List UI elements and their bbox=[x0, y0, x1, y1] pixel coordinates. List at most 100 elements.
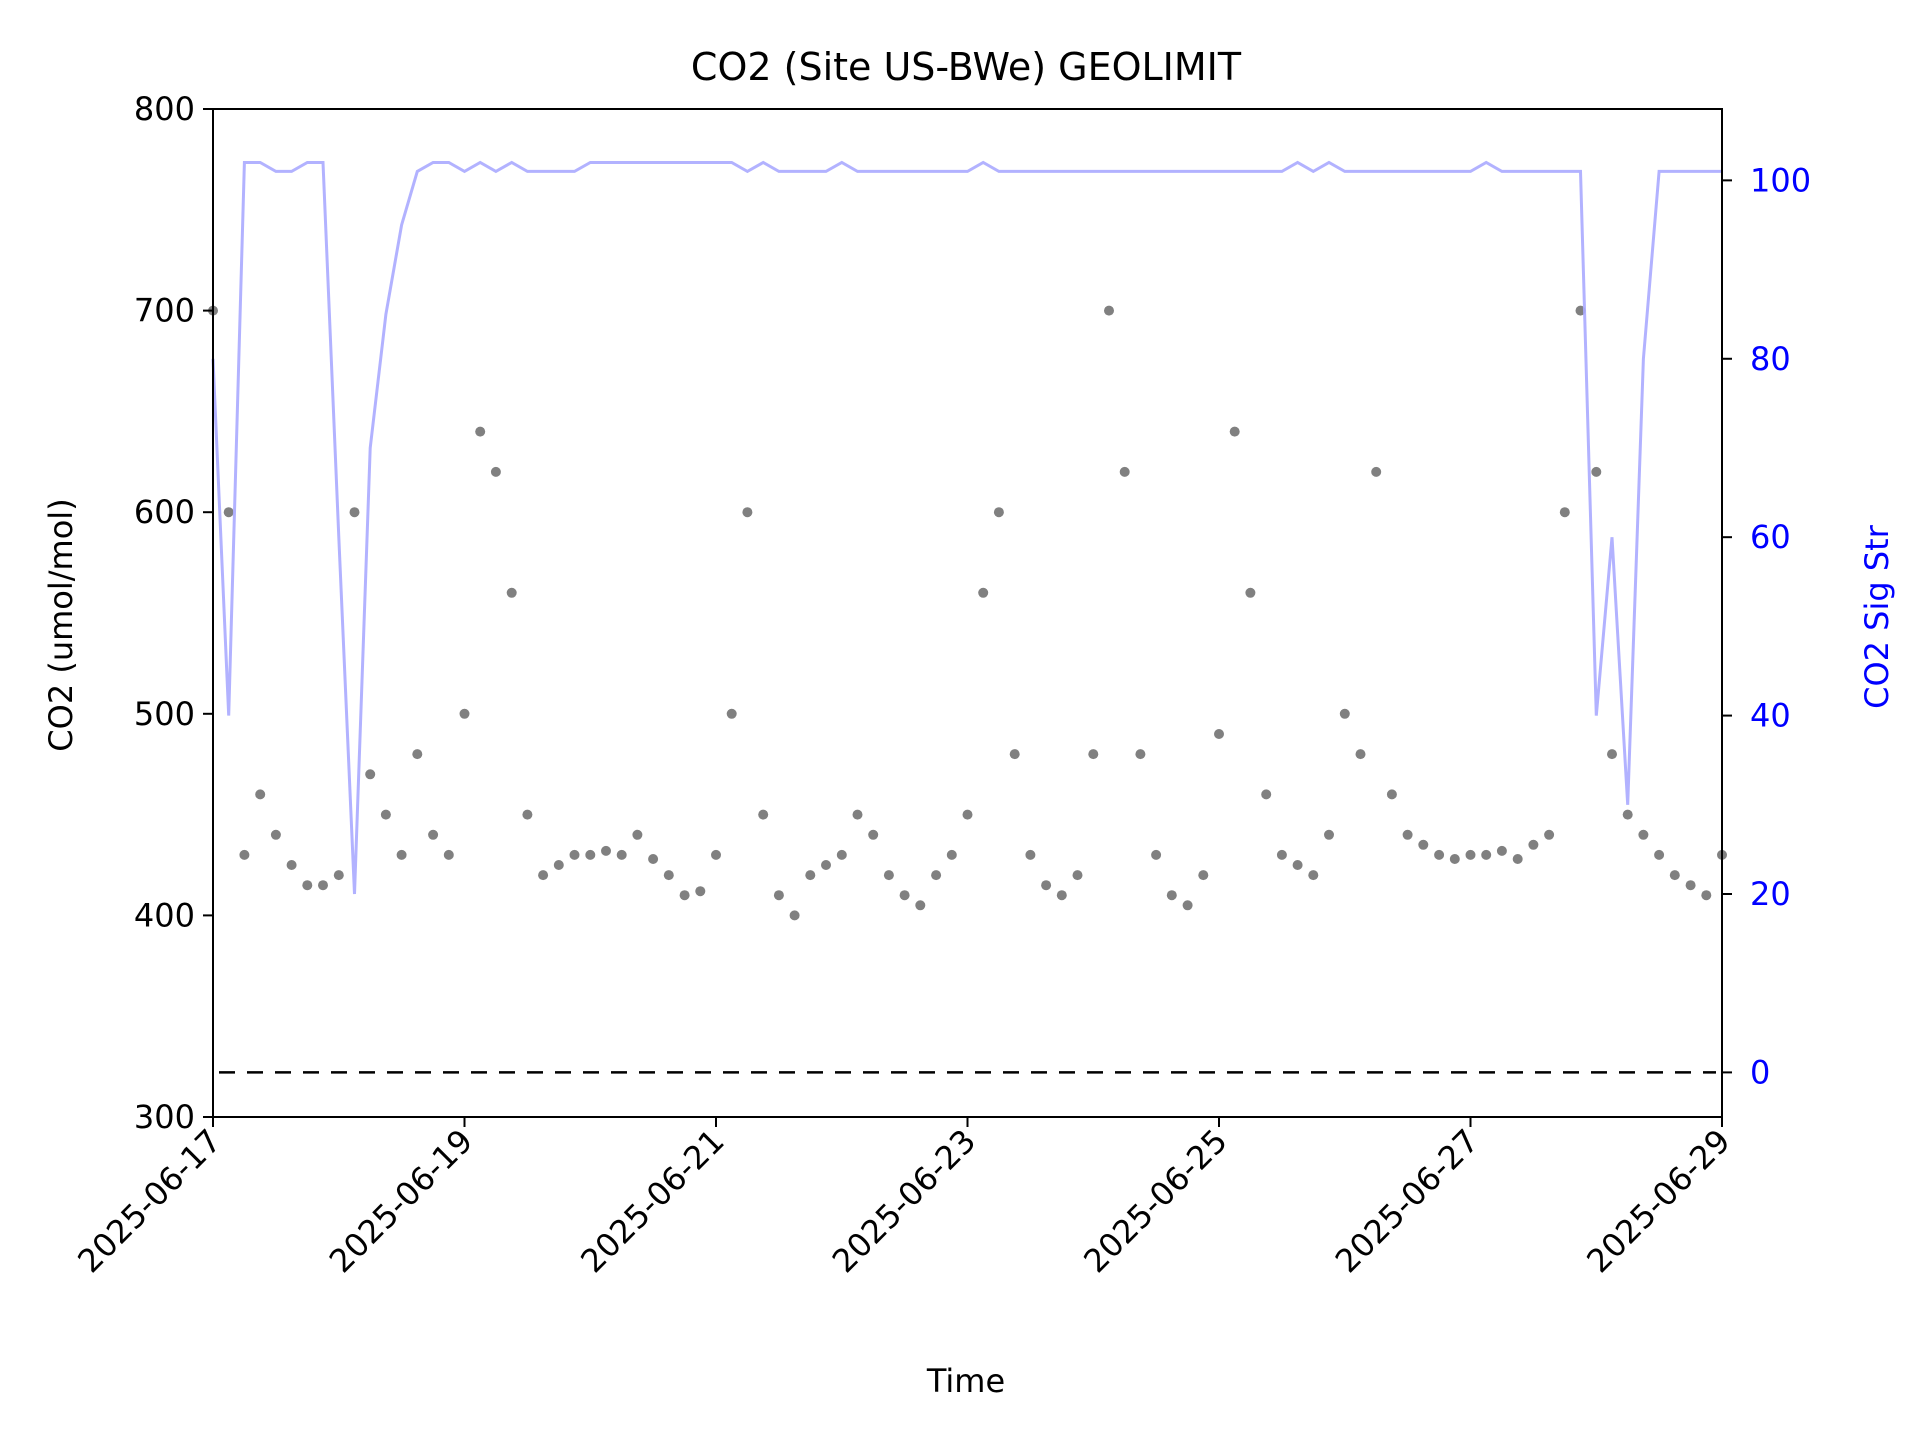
co2-point bbox=[663, 870, 674, 881]
co2-point bbox=[428, 829, 439, 840]
co2-point bbox=[302, 880, 313, 891]
co2-point bbox=[475, 426, 486, 437]
co2-point bbox=[601, 845, 611, 856]
co2-point bbox=[255, 789, 266, 800]
co2-point bbox=[1591, 466, 1602, 477]
co2-point bbox=[1135, 749, 1146, 760]
co2-point bbox=[836, 849, 847, 860]
co2-point bbox=[1229, 426, 1240, 437]
co2-point bbox=[1496, 845, 1507, 856]
co2-point bbox=[1449, 854, 1460, 864]
co2-point bbox=[1654, 849, 1665, 860]
co2-point bbox=[821, 860, 831, 870]
co2-point bbox=[773, 890, 784, 901]
co2-point bbox=[1371, 466, 1382, 477]
plot-area bbox=[208, 160, 1727, 921]
co2-point bbox=[1072, 870, 1083, 881]
co2-point bbox=[1166, 890, 1177, 901]
co2-point bbox=[1292, 860, 1303, 870]
co2-point bbox=[538, 870, 549, 881]
co2-point bbox=[1402, 829, 1413, 840]
co2-point bbox=[1481, 849, 1492, 860]
co2-point bbox=[648, 854, 659, 864]
co2-point bbox=[868, 829, 879, 840]
signal-strength-line bbox=[211, 160, 1722, 895]
co2-point bbox=[679, 890, 690, 901]
co2-point bbox=[1088, 749, 1099, 760]
y-tick-label: 600 bbox=[134, 493, 195, 531]
co2-point bbox=[1669, 870, 1680, 881]
y-tick-label: 800 bbox=[134, 90, 195, 128]
co2-point bbox=[1009, 749, 1020, 760]
co2-point bbox=[333, 870, 344, 881]
co2-point bbox=[1041, 880, 1052, 891]
co2-point bbox=[1544, 829, 1555, 840]
co2-point bbox=[931, 870, 942, 881]
co2-point bbox=[1324, 829, 1334, 840]
y2-tick-label: 0 bbox=[1750, 1053, 1770, 1091]
co2-point bbox=[1261, 789, 1272, 800]
co2-point bbox=[899, 890, 910, 901]
co2-point bbox=[412, 749, 423, 760]
co2-point bbox=[490, 466, 501, 477]
co2-point bbox=[883, 870, 894, 881]
co2-point bbox=[1104, 305, 1114, 316]
co2-point bbox=[1151, 849, 1162, 860]
co2-point bbox=[1622, 809, 1633, 820]
y2-axis-label: CO2 Sig Str bbox=[1858, 524, 1896, 709]
co2-point bbox=[318, 880, 328, 891]
co2-point bbox=[1355, 749, 1366, 760]
co2-point bbox=[632, 829, 643, 840]
co2-point bbox=[1465, 849, 1476, 860]
co2-point bbox=[1025, 849, 1036, 860]
co2-point bbox=[223, 507, 234, 518]
co2-point bbox=[726, 708, 737, 719]
co2-point bbox=[1198, 870, 1209, 881]
co2-point bbox=[1214, 729, 1224, 739]
y2-tick-label: 100 bbox=[1750, 161, 1811, 199]
chart-title: CO2 (Site US-BWe) GEOLIMIT bbox=[691, 45, 1242, 89]
co2-point bbox=[585, 849, 596, 860]
co2-point bbox=[1434, 849, 1445, 860]
y2-tick-label: 80 bbox=[1750, 340, 1791, 378]
co2-point bbox=[506, 587, 517, 598]
co2-point bbox=[1607, 749, 1617, 760]
co2-point bbox=[349, 507, 360, 518]
y-tick-label: 400 bbox=[134, 896, 195, 934]
co2-point bbox=[1418, 839, 1429, 850]
co2-point bbox=[1528, 839, 1539, 850]
co2-point bbox=[569, 849, 580, 860]
co2-point bbox=[1182, 900, 1193, 911]
co2-point bbox=[1701, 890, 1712, 901]
co2-point bbox=[978, 587, 989, 598]
co2-point bbox=[1386, 789, 1397, 800]
y-tick-label: 500 bbox=[134, 695, 195, 733]
y-tick-label: 700 bbox=[134, 292, 195, 330]
co2-point bbox=[270, 829, 281, 840]
y-axis-label: CO2 (umol/mol) bbox=[42, 498, 80, 751]
co2-point bbox=[443, 849, 454, 860]
co2-point bbox=[852, 809, 863, 820]
co2-point bbox=[805, 870, 816, 881]
co2-point bbox=[380, 809, 391, 820]
y2-tick-label: 40 bbox=[1750, 697, 1791, 735]
co2-point bbox=[1119, 466, 1130, 477]
co2-point bbox=[1638, 829, 1649, 840]
co2-point bbox=[993, 507, 1004, 518]
y2-tick-label: 20 bbox=[1750, 875, 1791, 913]
co2-point bbox=[553, 860, 564, 870]
co2-point bbox=[396, 849, 407, 860]
co2-point bbox=[1276, 849, 1287, 860]
co2-point bbox=[1245, 587, 1256, 598]
x-axis-label: Time bbox=[926, 1362, 1005, 1400]
co2-point bbox=[789, 910, 800, 921]
co2-point bbox=[1512, 854, 1523, 864]
co2-point bbox=[962, 809, 973, 820]
co2-point bbox=[695, 886, 706, 897]
co2-point bbox=[365, 769, 376, 780]
y2-tick-label: 60 bbox=[1750, 518, 1791, 556]
y-axis: 300 400 500 600 700 800 bbox=[134, 90, 213, 1136]
y-tick-label: 300 bbox=[134, 1098, 195, 1136]
